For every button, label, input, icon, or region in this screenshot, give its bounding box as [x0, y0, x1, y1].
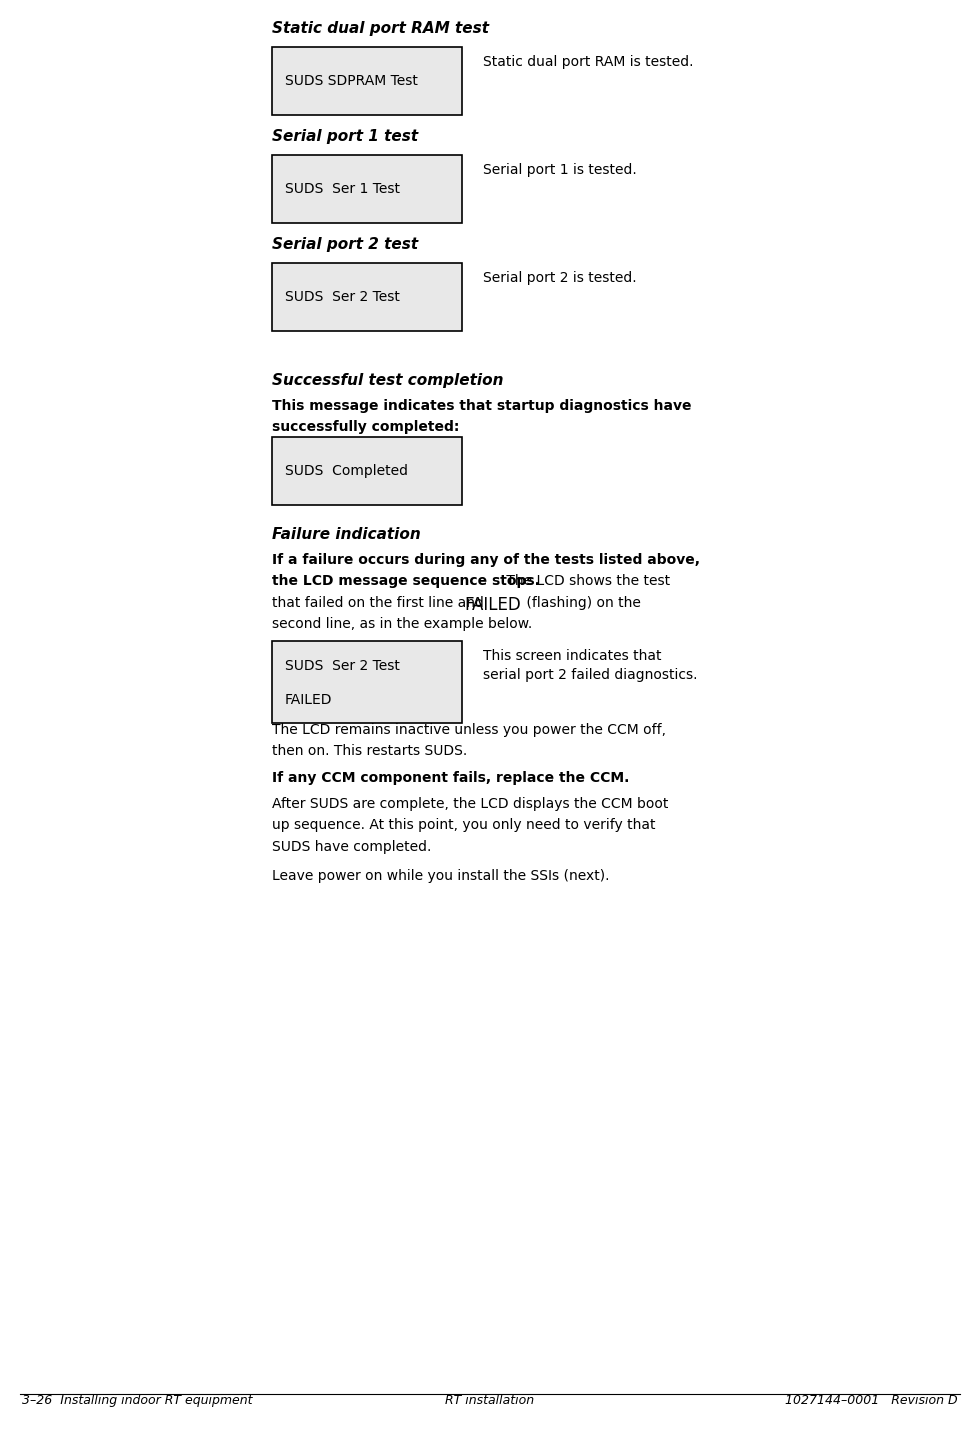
Text: The LCD shows the test: The LCD shows the test — [502, 574, 670, 589]
Text: SUDS  Ser 1 Test: SUDS Ser 1 Test — [285, 181, 400, 196]
Text: that failed on the first line and: that failed on the first line and — [272, 596, 488, 610]
FancyBboxPatch shape — [272, 154, 462, 223]
Text: FAILED: FAILED — [285, 693, 332, 707]
Text: (flashing) on the: (flashing) on the — [522, 596, 641, 610]
Text: then on. This restarts SUDS.: then on. This restarts SUDS. — [272, 745, 467, 759]
Text: This message indicates that startup diagnostics have: This message indicates that startup diag… — [272, 399, 692, 413]
Text: 1027144–0001   Revision D: 1027144–0001 Revision D — [785, 1395, 958, 1408]
Text: up sequence. At this point, you only need to verify that: up sequence. At this point, you only nee… — [272, 819, 656, 833]
Text: This screen indicates that
serial port 2 failed diagnostics.: This screen indicates that serial port 2… — [483, 649, 698, 683]
Text: If a failure occurs during any of the tests listed above,: If a failure occurs during any of the te… — [272, 553, 700, 567]
Text: SUDS SDPRAM Test: SUDS SDPRAM Test — [285, 74, 417, 89]
Text: successfully completed:: successfully completed: — [272, 420, 460, 434]
Text: Successful test completion: Successful test completion — [272, 373, 504, 389]
Text: Leave power on while you install the SSIs (next).: Leave power on while you install the SSI… — [272, 869, 610, 883]
Text: Serial port 1 is tested.: Serial port 1 is tested. — [483, 163, 637, 177]
Text: The LCD remains inactive unless you power the CCM off,: The LCD remains inactive unless you powe… — [272, 723, 666, 737]
Text: second line, as in the example below.: second line, as in the example below. — [272, 617, 532, 632]
FancyBboxPatch shape — [272, 47, 462, 114]
Text: SUDS  Ser 2 Test: SUDS Ser 2 Test — [285, 659, 400, 673]
Text: SUDS  Ser 2 Test: SUDS Ser 2 Test — [285, 290, 400, 304]
Text: Serial port 2 is tested.: Serial port 2 is tested. — [483, 272, 637, 284]
Text: Static dual port RAM test: Static dual port RAM test — [272, 21, 489, 36]
Text: Serial port 2 test: Serial port 2 test — [272, 237, 418, 252]
Text: RT installation: RT installation — [446, 1395, 534, 1408]
FancyBboxPatch shape — [272, 642, 462, 723]
Text: After SUDS are complete, the LCD displays the CCM boot: After SUDS are complete, the LCD display… — [272, 797, 668, 812]
Text: SUDS  Completed: SUDS Completed — [285, 464, 408, 477]
Text: the LCD message sequence stops.: the LCD message sequence stops. — [272, 574, 540, 589]
FancyBboxPatch shape — [272, 437, 462, 504]
Text: If any CCM component fails, replace the CCM.: If any CCM component fails, replace the … — [272, 772, 629, 785]
Text: Failure indication: Failure indication — [272, 527, 420, 542]
Text: Serial port 1 test: Serial port 1 test — [272, 129, 418, 144]
Text: Static dual port RAM is tested.: Static dual port RAM is tested. — [483, 54, 694, 69]
Text: SUDS have completed.: SUDS have completed. — [272, 840, 431, 855]
Text: 3–26  Installing indoor RT equipment: 3–26 Installing indoor RT equipment — [22, 1395, 253, 1408]
Text: FAILED: FAILED — [464, 596, 520, 614]
FancyBboxPatch shape — [272, 263, 462, 332]
